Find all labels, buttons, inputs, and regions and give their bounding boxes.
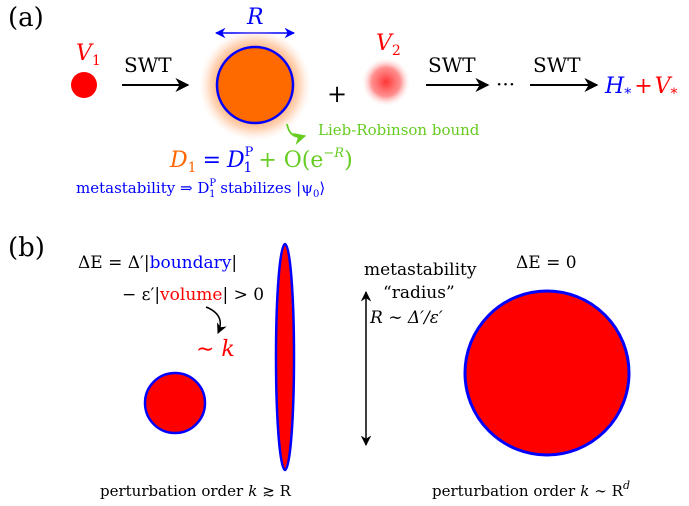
v1-label: V1 bbox=[76, 41, 101, 69]
final-hamiltonian: H* +V* bbox=[604, 74, 678, 102]
volume-to-k-arrow bbox=[205, 306, 227, 334]
swt-label-2: SWT bbox=[428, 53, 476, 77]
perturbation-order-left: perturbation order k ≳ R bbox=[100, 482, 292, 500]
radius-label: R bbox=[246, 5, 264, 30]
swt-label-3: SWT bbox=[533, 53, 581, 77]
elongated-droplet bbox=[274, 242, 296, 472]
small-droplet bbox=[143, 371, 207, 435]
swt-label-1: SWT bbox=[124, 53, 172, 77]
metastability-statement: metastability ⇒ DP 1 stabilizes |ψ0⟩ bbox=[76, 178, 325, 200]
v2-blob bbox=[362, 58, 410, 106]
v1-dot bbox=[71, 72, 97, 98]
radius-relation: R ∼ Δ′/ε′ bbox=[369, 308, 443, 328]
d1-support-circle bbox=[215, 45, 295, 125]
panel-b-label: (b) bbox=[8, 233, 45, 263]
perturbation-order-right: perturbation order k ∼ Rd bbox=[432, 479, 630, 500]
d1-equation: D1 = DP 1 + O(e−R) bbox=[169, 145, 353, 176]
v2-label: V2 bbox=[376, 31, 401, 59]
sim-k-label: ∼ k bbox=[196, 337, 235, 362]
metastability-word: metastability bbox=[364, 260, 477, 280]
critical-droplet bbox=[463, 289, 631, 457]
lieb-robinson-label: Lieb-Robinson bound bbox=[318, 121, 480, 139]
zero-energy-label: ΔE = 0 bbox=[516, 253, 577, 273]
panel-a-label: (a) bbox=[8, 3, 44, 33]
plus-sign: + bbox=[327, 80, 347, 108]
energy-line-1: ΔE = Δ′|boundary| bbox=[78, 253, 237, 273]
radius-word: “radius” bbox=[383, 283, 455, 303]
ellipsis: ··· bbox=[496, 72, 515, 96]
energy-line-2: − ε′|volume| > 0 bbox=[122, 285, 264, 305]
lieb-robinson-arrow bbox=[286, 123, 307, 146]
